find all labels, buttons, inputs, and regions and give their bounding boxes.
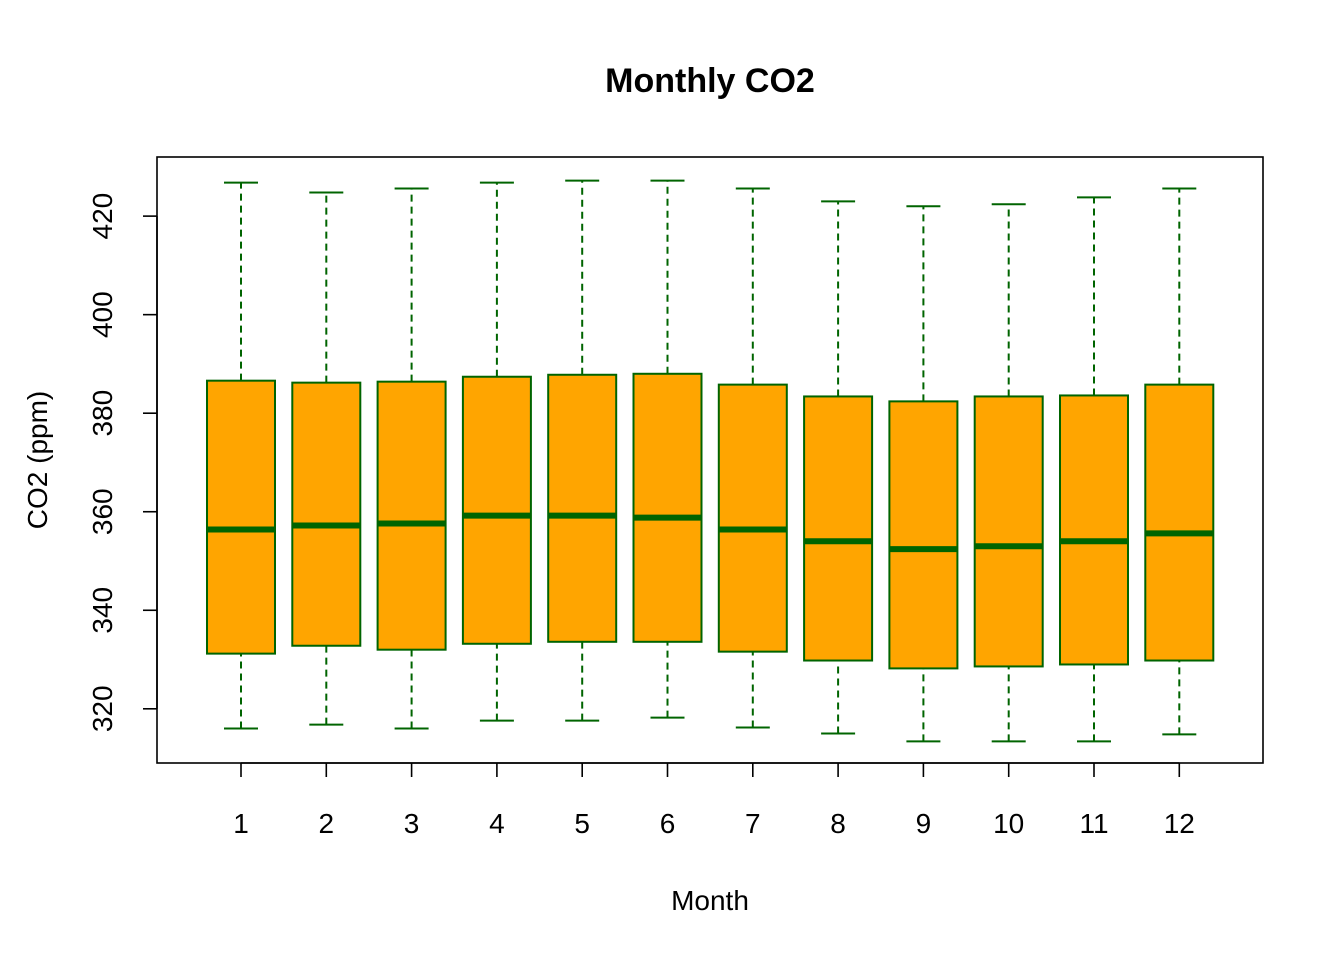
x-tick-label: 2 xyxy=(319,808,335,839)
box-group-month-5 xyxy=(547,179,618,722)
iqr-box xyxy=(547,373,618,643)
box-group-month-10 xyxy=(973,203,1044,743)
box-group-month-11 xyxy=(1059,196,1129,743)
y-tick-label: 320 xyxy=(87,685,118,732)
iqr-box xyxy=(717,383,788,653)
box-group-month-2 xyxy=(291,191,362,726)
x-tick-label: 8 xyxy=(830,808,846,839)
x-axis: 1 2 3 4 5 6 7 8 9 10 11 12 xyxy=(233,762,1195,839)
x-axis-label: Month xyxy=(671,885,749,916)
iqr-box xyxy=(461,375,532,645)
box-group-month-1 xyxy=(206,181,276,730)
iqr-box xyxy=(376,380,447,651)
iqr-box xyxy=(888,400,959,670)
box-group-month-9 xyxy=(888,205,959,743)
box-group-month-3 xyxy=(376,187,447,730)
x-tick-label: 10 xyxy=(993,808,1024,839)
box-group-month-12 xyxy=(1144,187,1215,736)
box-group-month-8 xyxy=(803,200,874,735)
iqr-box xyxy=(803,395,874,662)
x-tick-label: 7 xyxy=(745,808,761,839)
x-tick-label: 9 xyxy=(916,808,932,839)
x-tick-label: 5 xyxy=(574,808,590,839)
x-tick-label: 11 xyxy=(1079,808,1108,839)
iqr-box xyxy=(1144,383,1215,662)
x-tick-label: 1 xyxy=(233,808,249,839)
y-tick-label: 400 xyxy=(87,291,118,338)
x-tick-label: 6 xyxy=(660,808,676,839)
y-axis-label: CO2 (ppm) xyxy=(22,391,53,529)
iqr-box xyxy=(973,395,1044,668)
x-tick-label: 12 xyxy=(1164,808,1195,839)
iqr-box xyxy=(291,381,362,647)
y-tick-label: 420 xyxy=(87,193,118,240)
y-tick-label: 360 xyxy=(87,488,118,535)
y-tick-label: 380 xyxy=(87,390,118,437)
y-tick-label: 340 xyxy=(87,587,118,634)
box-group-month-6 xyxy=(632,179,703,719)
boxes-layer xyxy=(206,179,1215,743)
iqr-box xyxy=(1059,394,1129,666)
box-group-month-4 xyxy=(461,181,532,722)
iqr-box xyxy=(632,372,703,643)
y-axis: 320 340 360 380 400 420 xyxy=(87,193,158,732)
iqr-box xyxy=(206,379,276,655)
x-tick-label: 4 xyxy=(489,808,505,839)
box-group-month-7 xyxy=(717,187,788,729)
x-tick-label: 3 xyxy=(404,808,420,839)
chart-title: Monthly CO2 xyxy=(605,62,815,100)
